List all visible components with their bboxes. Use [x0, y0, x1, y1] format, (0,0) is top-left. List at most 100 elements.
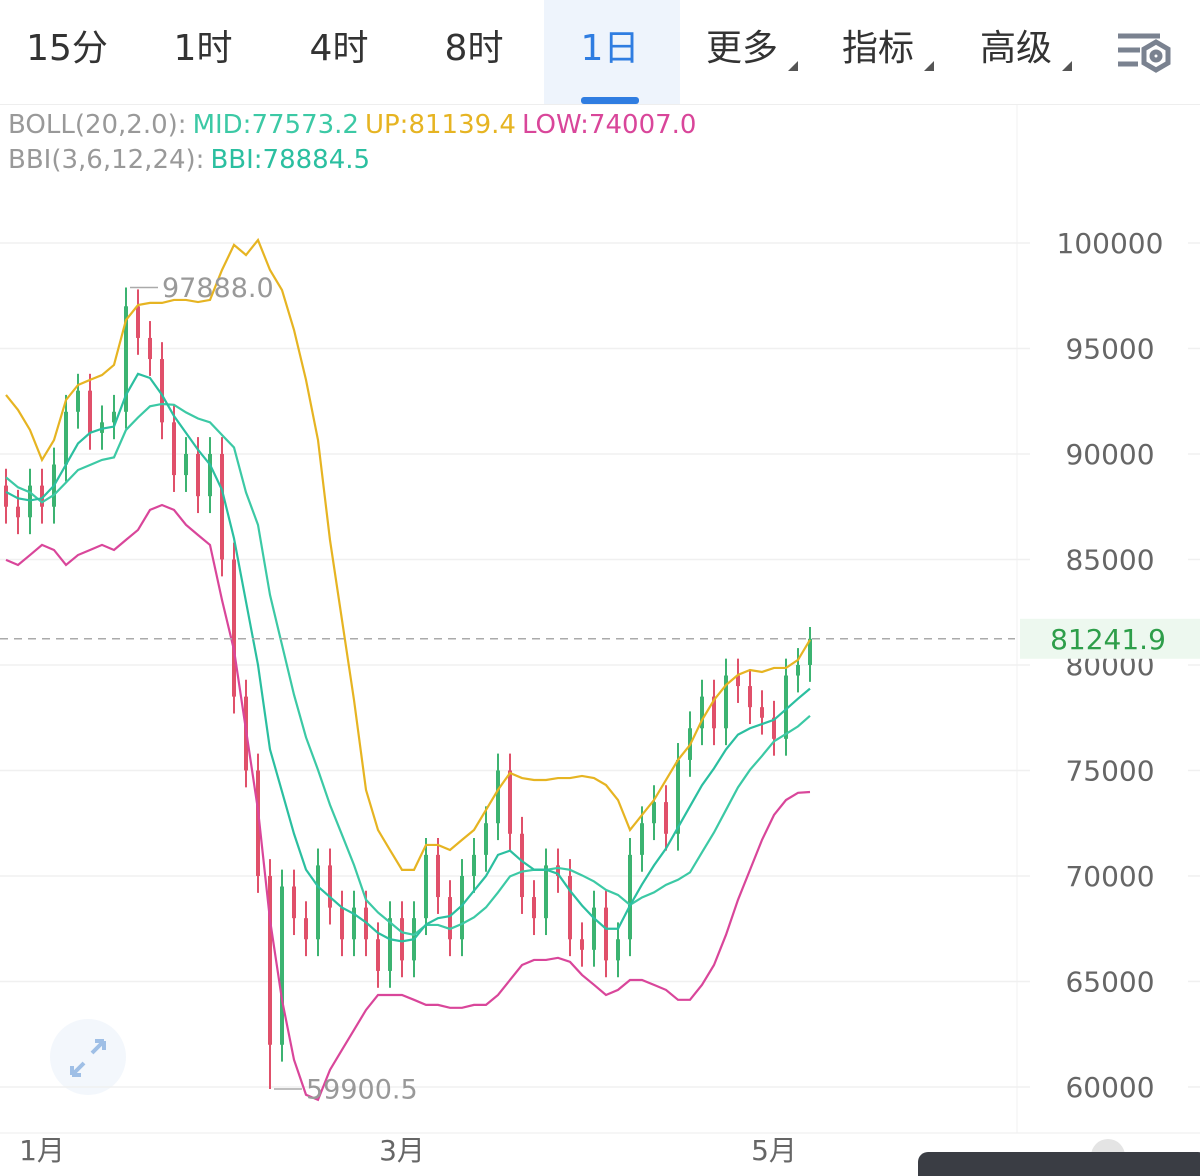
candle-body [64, 411, 68, 465]
candle-body [556, 865, 560, 876]
candle-body [760, 707, 764, 718]
candle-body [220, 453, 224, 560]
x-tick-label: 5月 [751, 1134, 797, 1167]
settings-icon[interactable] [1118, 33, 1171, 73]
annotation-label: 97888.0 [162, 273, 274, 304]
candle-body [700, 696, 704, 729]
active-tab-indicator [581, 97, 639, 104]
x-tick-label: 1月 [19, 1134, 65, 1167]
candle-body [580, 939, 584, 950]
candle-body [148, 337, 152, 360]
tab[interactable]: 4时 [310, 28, 369, 69]
tab[interactable]: 1时 [174, 28, 233, 69]
candle-body [268, 875, 272, 1045]
bottom-panel [918, 1152, 1200, 1176]
tab[interactable]: 指标 [842, 28, 914, 69]
legend-entry: UP:81139.4 [365, 110, 516, 140]
expand-button[interactable] [50, 1019, 126, 1095]
tab[interactable]: 高级 [980, 28, 1052, 69]
candle-body [772, 717, 776, 739]
candle-body [196, 453, 200, 497]
candle-body [4, 485, 8, 507]
last-price-box [1020, 618, 1200, 659]
legend-entry: MID:77573.2 [193, 110, 359, 140]
tab[interactable]: 1日 [581, 28, 640, 69]
y-tick-label: 90000 [1065, 438, 1154, 471]
candle-body [340, 907, 344, 940]
candle-body [388, 918, 392, 971]
candle-body [304, 918, 308, 940]
candle-body [808, 638, 812, 665]
candle-body [172, 422, 176, 476]
indicator-line [5, 237, 811, 871]
candle-body [784, 675, 788, 739]
candle-body [40, 485, 44, 507]
candle-body [316, 865, 320, 940]
candle-body [604, 907, 608, 961]
candle-body [628, 854, 632, 940]
candle-body [280, 886, 284, 1045]
candle-body [436, 854, 440, 898]
candle-body [256, 770, 260, 876]
candle-body [352, 907, 356, 940]
candle-body [232, 559, 236, 697]
candle-body [676, 759, 680, 834]
candle-body [208, 453, 212, 497]
candle-body [292, 886, 296, 919]
indicator-line [5, 503, 811, 1102]
candle-body [376, 939, 380, 971]
x-tick-label: 3月 [379, 1134, 425, 1167]
candle-body [508, 770, 512, 834]
candle-body [328, 865, 332, 908]
active-tab-bg [544, 0, 680, 104]
candle-body [424, 854, 428, 919]
candle-body [796, 664, 800, 676]
dropdown-caret [788, 61, 798, 71]
candle-body [76, 390, 80, 412]
indicator-name: BOLL(20,2.0): [8, 110, 187, 140]
candle-body [616, 939, 620, 961]
legend-entry: LOW:74007.0 [522, 110, 696, 140]
indicator-legend: BOLL(20,2.0): MID:77573.2 UP:81139.4 LOW:74… [8, 110, 696, 140]
candle-body [136, 306, 140, 338]
y-tick-label: 70000 [1065, 860, 1154, 893]
candle-body [124, 306, 128, 412]
y-tick-label: 65000 [1065, 965, 1154, 998]
tab[interactable]: 更多 [706, 28, 778, 69]
candle-body [112, 411, 116, 423]
indicator-name: BBI(3,6,12,24): [8, 145, 204, 175]
y-tick-label: 60000 [1065, 1071, 1154, 1104]
candle-body [640, 823, 644, 855]
candle-body [592, 907, 596, 950]
indicator-line [5, 402, 811, 937]
candle-body [532, 897, 536, 919]
tab[interactable]: 15分 [26, 28, 108, 69]
candle-body [544, 865, 548, 919]
candle-body [484, 823, 488, 855]
candle-body [568, 875, 572, 940]
annotation-label: 59900.5 [306, 1075, 418, 1106]
candle-body [184, 453, 188, 476]
candle-body [496, 770, 500, 824]
candle-body [16, 506, 20, 518]
candle-body [88, 390, 92, 433]
candle-body [520, 833, 524, 898]
candle-body [448, 897, 452, 940]
candle-body [736, 675, 740, 687]
candle-body [724, 675, 728, 729]
candle-body [652, 802, 656, 824]
dropdown-caret [924, 61, 934, 71]
tab[interactable]: 8时 [445, 28, 504, 69]
y-tick-label: 75000 [1065, 754, 1154, 787]
y-tick-label: 100000 [1057, 227, 1164, 260]
candle-body [160, 359, 164, 423]
last-price-label: 81241.9 [1050, 623, 1166, 656]
indicator-line [5, 372, 811, 943]
candle-body [748, 686, 752, 708]
candle-body [460, 875, 464, 940]
candle-body [400, 918, 404, 961]
legend-entry: BBI:78884.5 [210, 145, 370, 175]
